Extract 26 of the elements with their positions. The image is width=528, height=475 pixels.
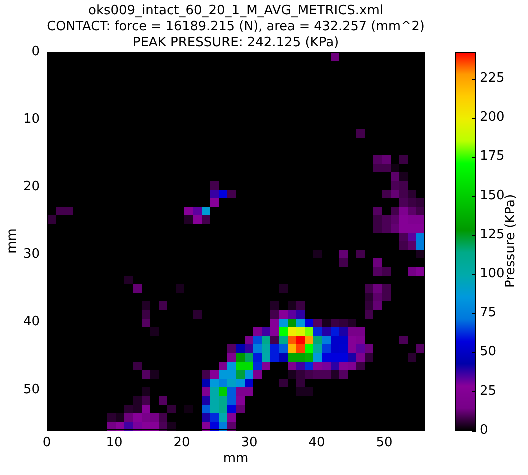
- y-tick-label: 0: [32, 44, 40, 60]
- y-axis-title: mm: [5, 228, 20, 254]
- color-bar-title: Pressure (KPa): [503, 194, 518, 288]
- color-bar-label: 25: [480, 384, 497, 399]
- x-tick-label: 10: [106, 436, 123, 451]
- y-tick-label: 20: [23, 180, 40, 195]
- x-tick-label: 40: [308, 436, 326, 451]
- y-tick-label: 10: [23, 112, 40, 127]
- color-bar-label: 75: [480, 306, 497, 321]
- color-bar-label: 0: [480, 422, 488, 438]
- x-axis-title: mm: [223, 452, 249, 467]
- color-bar-label: 175: [480, 149, 505, 164]
- chart-title: oks009_intact_60_20_1_M_AVG_METRICS.xml CONTACT: force = 16189.215 (N), area = 432.257 (mm^2) PEAK PRESSURE: 242.125 (KPa): [47, 3, 425, 50]
- x-tick-label: 20: [174, 436, 190, 451]
- color-bar-label: 200: [480, 110, 505, 126]
- color-bar-label: 100: [480, 266, 505, 282]
- color-bar-label: 50: [480, 344, 497, 360]
- color-bar-label: 150: [480, 188, 505, 204]
- y-tick-label: 40: [23, 314, 40, 330]
- y-tick-label: 30: [23, 247, 40, 262]
- x-tick-label: 50: [376, 436, 393, 451]
- y-tick-label: 50: [23, 382, 40, 398]
- color-bar-label: 125: [480, 227, 505, 242]
- color-bar-label: 225: [480, 70, 505, 86]
- x-tick-label: 30: [241, 436, 258, 451]
- x-tick-label: 0: [42, 436, 52, 451]
